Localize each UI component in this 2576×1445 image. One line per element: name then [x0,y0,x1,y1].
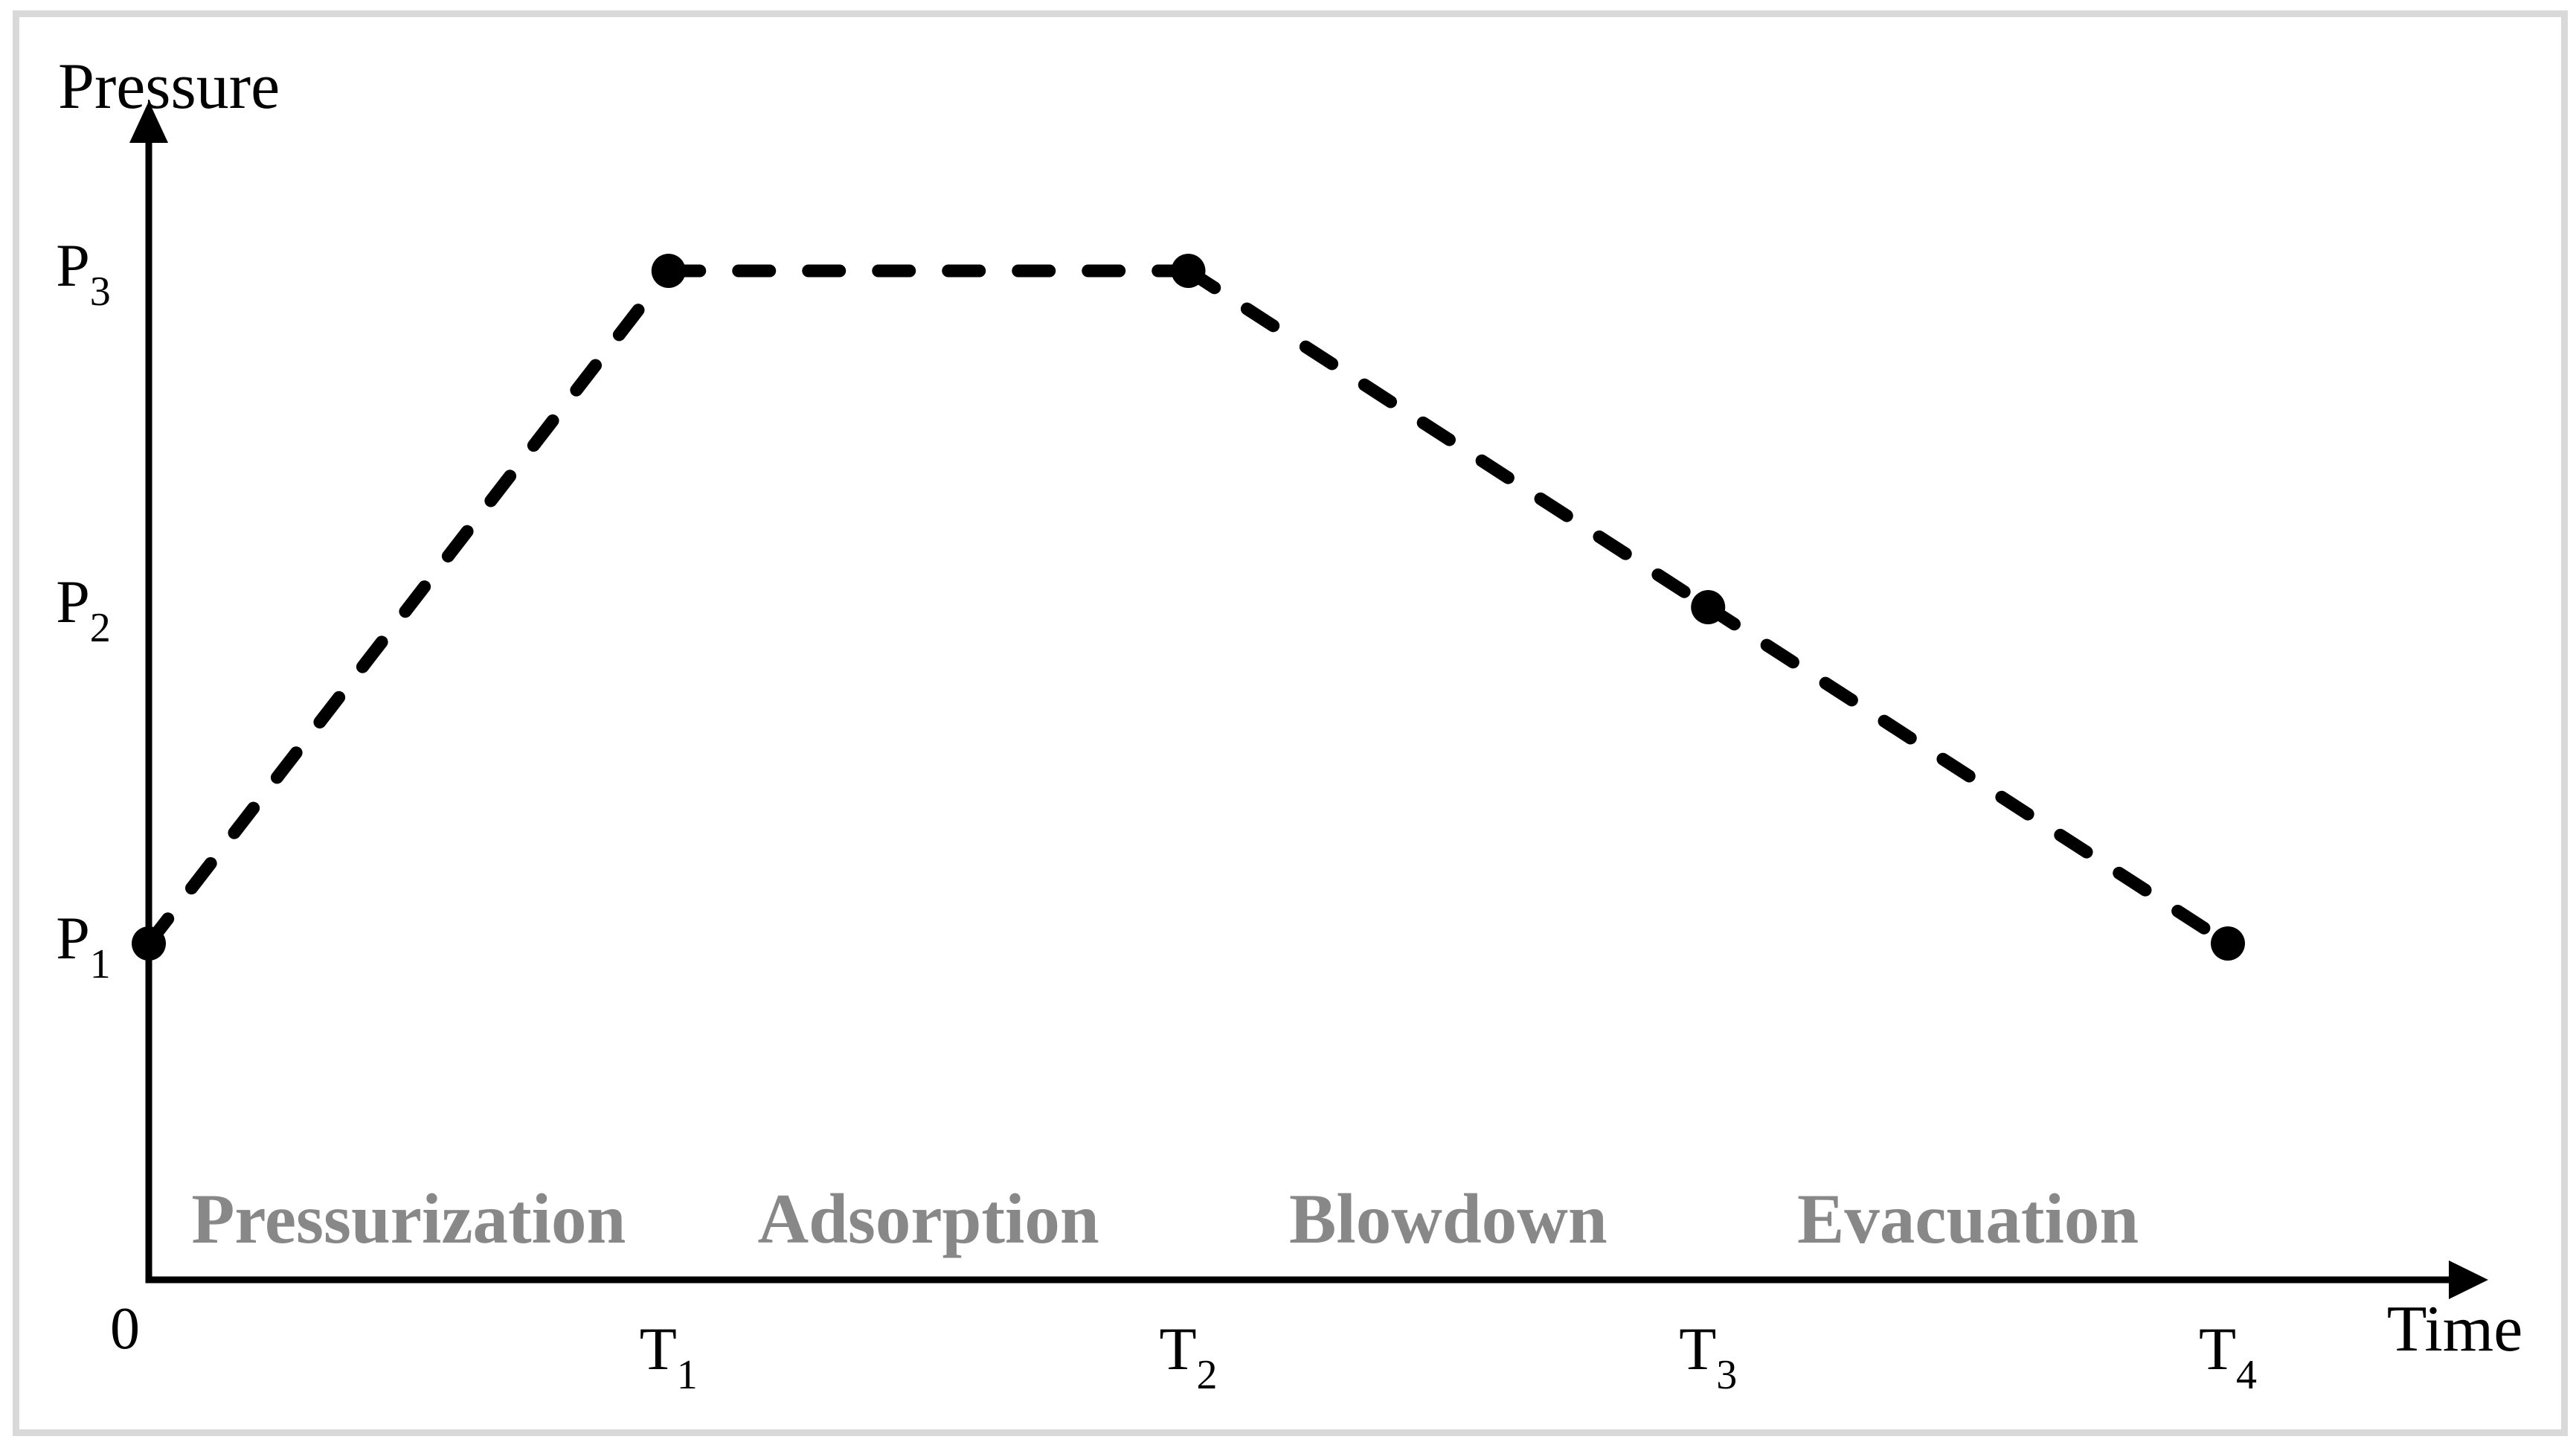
data-point [651,254,686,288]
phase-label: Adsorption [757,1179,1099,1258]
y-tick-label: P3 [56,231,111,315]
x-tick-label: T2 [1159,1315,1217,1398]
y-tick-label: P2 [56,568,111,651]
x-tick-label: T1 [640,1315,698,1398]
phase-label: Blowdown [1289,1179,1607,1258]
y-tick-label: P1 [56,904,111,987]
dashed-line-segment [1182,264,1715,614]
x-tick-label: T4 [2199,1315,2257,1398]
x-axis-arrowhead-icon [2449,1260,2488,1299]
x-tick-label: T3 [1679,1315,1737,1398]
plot-area: T1 T2 T3 T4 P3 P2 P1 Pressurization Adsorption Bl… [56,231,2257,1398]
data-point [132,926,166,961]
data-point [2211,926,2245,961]
x-axis-title: Time [2387,1293,2523,1365]
data-point [1171,254,1206,288]
data-point [1691,590,1726,624]
figure-frame [13,10,2568,1436]
phase-label: Evacuation [1797,1179,2139,1258]
phase-label: Pressurization [191,1179,626,1258]
dashed-line-segment [142,264,675,950]
origin-tick-label: 0 [110,1296,140,1362]
y-axis-arrowhead-icon [129,101,168,143]
y-axis-title: Pressure [58,51,280,123]
dashed-line-segment [1701,600,2235,950]
